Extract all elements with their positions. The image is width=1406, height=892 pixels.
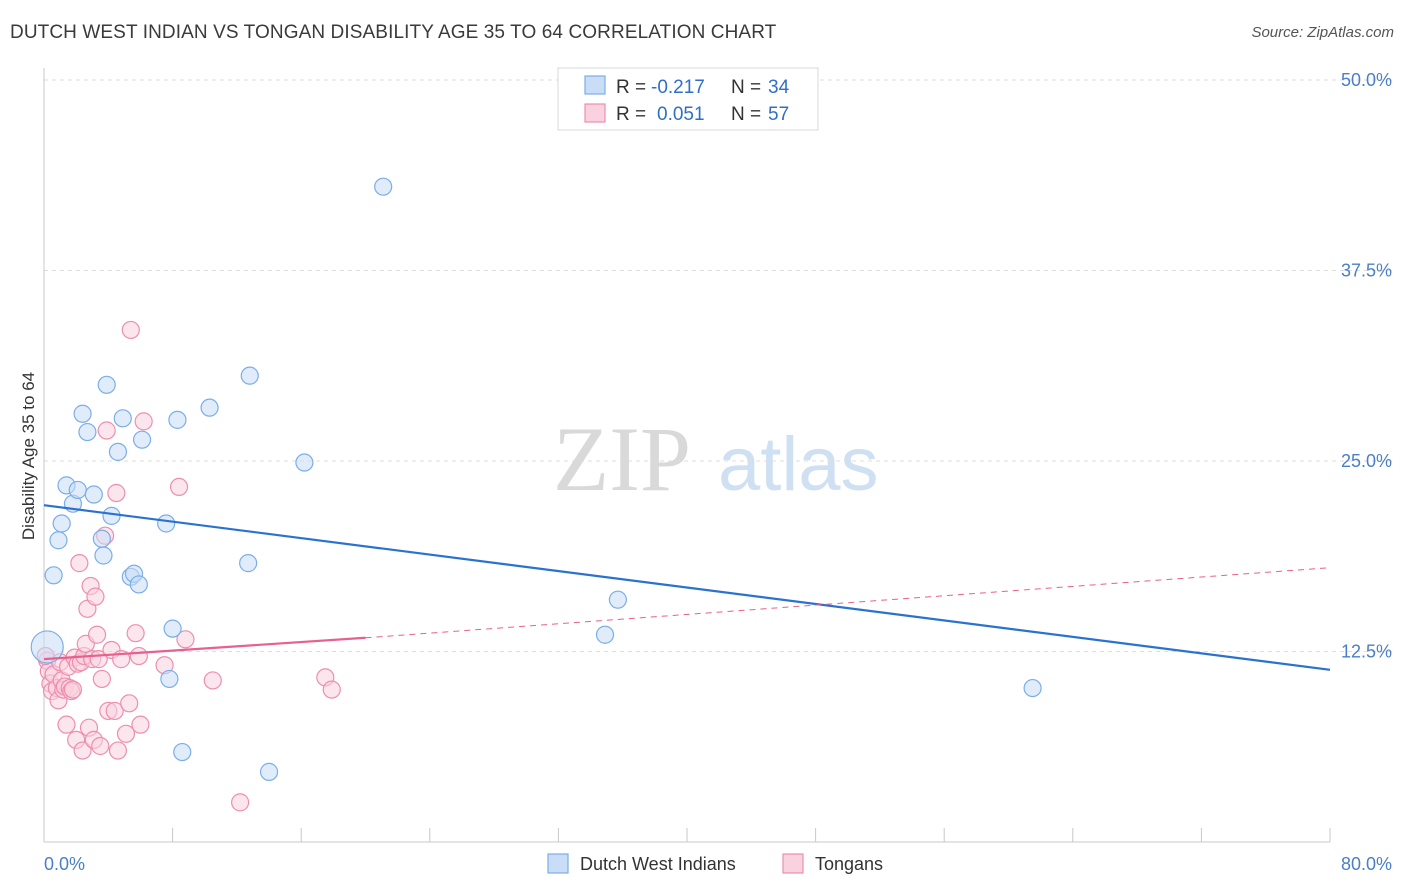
dutch-west-indians-point: [84, 485, 103, 504]
tongans-point: [322, 680, 341, 699]
tongans-point: [126, 624, 145, 643]
dutch-west-indians-point: [113, 409, 132, 428]
axes: 0.0% 80.0%: [43, 68, 1392, 874]
series-legend-label-blue: Dutch West Indians: [580, 854, 736, 874]
gridlines: 12.5% 25.0% 37.5% 50.0%: [44, 70, 1392, 662]
dutch-west-indians-point: [168, 410, 187, 429]
tongans-point: [107, 483, 126, 503]
legend-r-label-1: R =: [616, 77, 646, 98]
dutch-west-indians-point: [1023, 678, 1042, 698]
dutch-west-indians-point: [163, 619, 182, 638]
dutch-west-indians-point: [52, 514, 71, 533]
dutch-west-indians-points: [30, 177, 1042, 781]
dutch-west-indians-point: [73, 404, 92, 423]
dutch-west-indians-point: [129, 575, 148, 594]
legend-n-label-1: N =: [731, 77, 761, 98]
dutch-west-indians-point: [78, 422, 97, 442]
y-tick-label: 50.0%: [1341, 70, 1392, 90]
tongans-point: [92, 669, 111, 689]
dutch-west-indians-point: [108, 442, 128, 461]
correlation-legend: R = -0.217 N = 34 R = 0.051 N = 57: [557, 67, 819, 131]
dutch-west-indians-point: [102, 506, 121, 525]
tongans-point: [63, 680, 83, 699]
dutch-west-indians-point: [200, 398, 219, 417]
x-tick-label-max: 80.0%: [1341, 854, 1392, 874]
tongans-point: [129, 646, 148, 666]
tongans-point: [231, 793, 250, 812]
dutch-west-indians-point: [94, 546, 113, 565]
y-tick-label: 37.5%: [1341, 261, 1392, 281]
tongans-point: [97, 421, 116, 440]
dutch-west-indians-point: [92, 529, 111, 548]
dutch-west-indians-point: [30, 630, 64, 664]
legend-n-label-2: N =: [731, 104, 761, 125]
tongans-point: [203, 671, 222, 690]
tongans-point: [116, 724, 136, 743]
tongans-point: [57, 715, 76, 734]
dutch-west-indians-trendline: [43, 504, 1331, 671]
x-tick-label-min: 0.0%: [44, 854, 85, 874]
dutch-west-indians-point: [97, 375, 116, 394]
legend-r-value-1: -0.217: [651, 77, 705, 98]
tongans-point: [120, 694, 139, 713]
tongans-trendline: [43, 636, 366, 661]
y-axis-title: Disability Age 35 to 64: [19, 372, 38, 540]
series-legend-label-pink: Tongans: [815, 854, 883, 874]
dutch-west-indians-point: [132, 430, 152, 449]
tongans-point: [91, 736, 110, 756]
tongans-point: [73, 741, 92, 760]
tongans-point: [121, 320, 140, 340]
tongans-point: [87, 625, 107, 644]
watermark-atlas: atlas: [718, 422, 879, 507]
tongans-point: [108, 741, 128, 760]
tongans-trendline-extension: [365, 567, 1331, 639]
tongans-point: [105, 701, 124, 721]
dutch-west-indians-point: [49, 531, 68, 550]
legend-n-value-1: 34: [768, 77, 790, 98]
legend-n-value-2: 57: [768, 104, 789, 125]
dutch-west-indians-point: [608, 590, 627, 609]
chart-title: DUTCH WEST INDIAN VS TONGAN DISABILITY A…: [10, 22, 777, 43]
tongans-point: [169, 477, 189, 497]
dutch-west-indians-point: [157, 514, 176, 533]
legend-r-label-2: R =: [616, 104, 646, 125]
watermark: ZIP atlas: [553, 408, 879, 510]
tongans-point: [70, 554, 89, 573]
trend-lines: [43, 504, 1331, 671]
tongans-point: [134, 412, 153, 431]
dutch-west-indians-point: [160, 669, 179, 689]
legend-r-value-2: 0.051: [657, 104, 705, 125]
dutch-west-indians-point: [239, 554, 258, 573]
chart-source: Source: ZipAtlas.com: [1251, 24, 1394, 41]
tongans-point: [86, 587, 105, 606]
dutch-west-indians-point: [44, 566, 63, 585]
watermark-zip: ZIP: [553, 408, 691, 510]
series-legend: Dutch West Indians Tongans: [547, 853, 883, 874]
tongans-point: [131, 715, 150, 734]
tongans-points: [36, 320, 341, 812]
y-tick-label: 12.5%: [1341, 642, 1392, 662]
dutch-west-indians-point: [240, 366, 259, 385]
series-legend-swatch-blue: [547, 853, 569, 874]
dutch-west-indians-point: [595, 625, 615, 644]
y-tick-label: 25.0%: [1341, 451, 1392, 471]
legend-swatch-blue: [584, 75, 606, 95]
tongans-point: [176, 630, 195, 649]
dutch-west-indians-point: [173, 742, 192, 762]
series-legend-swatch-pink: [782, 853, 804, 874]
dutch-west-indians-point: [295, 453, 314, 472]
dutch-west-indians-point: [259, 762, 279, 781]
legend-swatch-pink: [584, 103, 606, 123]
dutch-west-indians-point: [374, 177, 393, 196]
dutch-west-indians-point: [68, 480, 87, 500]
